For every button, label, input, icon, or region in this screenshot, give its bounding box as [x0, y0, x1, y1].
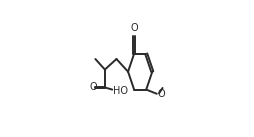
Text: O: O: [157, 89, 165, 99]
Text: HO: HO: [113, 86, 128, 96]
Text: O: O: [130, 23, 138, 33]
Text: O: O: [89, 82, 97, 92]
